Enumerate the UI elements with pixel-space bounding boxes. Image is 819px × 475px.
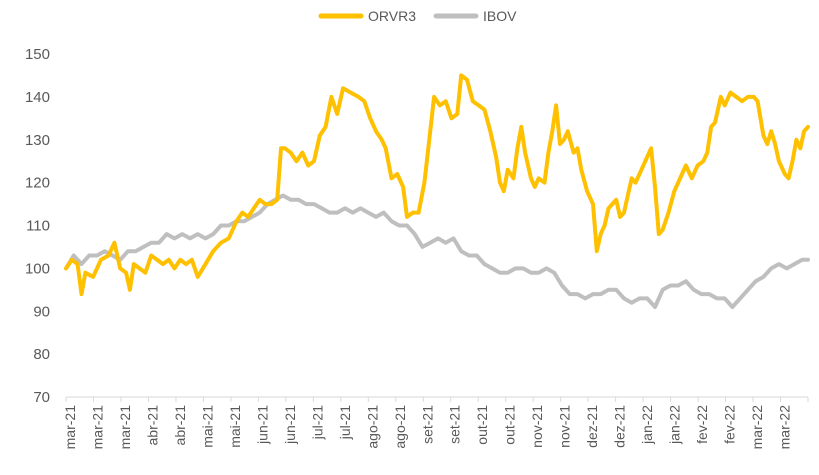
y-tick-label: 100 xyxy=(25,260,50,277)
series-line-ibov xyxy=(64,193,810,309)
y-tick-label: 80 xyxy=(33,346,50,363)
x-tick-label: mai-21 xyxy=(227,405,243,448)
y-tick-label: 120 xyxy=(25,175,50,192)
y-tick-label: 90 xyxy=(33,303,50,320)
y-axis: 70 80 90 100 110 120 130 140 150 xyxy=(25,46,50,406)
x-tick-label: set-21 xyxy=(419,405,435,444)
x-tick-label: dez-21 xyxy=(584,405,600,448)
legend-label-orvr3: ORVR3 xyxy=(368,8,416,24)
legend-label-ibov: IBOV xyxy=(483,8,517,24)
x-tick-label: out-21 xyxy=(502,405,518,445)
x-tick-label: ago-21 xyxy=(364,405,380,449)
x-tick-label: jul-21 xyxy=(309,405,325,440)
x-tick-label: nov-21 xyxy=(557,405,573,448)
x-tick-label: abr-21 xyxy=(144,405,160,446)
x-tick-label: jan-22 xyxy=(639,405,655,445)
x-tick-label: mar-21 xyxy=(62,405,78,450)
x-tick-label: mar-22 xyxy=(749,405,765,450)
plot-area xyxy=(64,73,810,309)
x-tick-label: fev-22 xyxy=(722,405,738,444)
x-tick-label: ago-21 xyxy=(392,405,408,449)
x-axis: mar-21 mar-21 mar-21 abr-21 abr-21 mai-21 mai-… xyxy=(62,396,809,450)
x-tick-label: mai-21 xyxy=(199,405,215,448)
x-tick-label: dez-21 xyxy=(612,405,628,448)
y-tick-label: 150 xyxy=(25,46,50,63)
x-tick-label: mar-21 xyxy=(117,405,133,450)
y-tick-label: 70 xyxy=(33,389,50,406)
y-tick-label: 130 xyxy=(25,132,50,149)
y-tick-label: 140 xyxy=(25,89,50,106)
x-tick-label: abr-21 xyxy=(172,405,188,446)
x-tick-label: nov-21 xyxy=(529,405,545,448)
x-tick-label: mar-21 xyxy=(89,405,105,450)
x-tick-label: jul-21 xyxy=(337,405,353,440)
x-tick-label: jun-21 xyxy=(254,405,270,445)
y-tick-label: 110 xyxy=(26,218,50,235)
x-tick-label: fev-22 xyxy=(694,405,710,444)
x-tick-label: jan-22 xyxy=(667,405,683,445)
x-tick-label: mar-22 xyxy=(777,405,793,450)
x-tick-label: set-21 xyxy=(447,405,463,444)
legend: ORVR3 IBOV xyxy=(318,8,517,24)
series-line-orvr3 xyxy=(64,73,810,297)
x-tick-label: out-21 xyxy=(474,405,490,445)
x-tick-label: jun-21 xyxy=(282,405,298,445)
